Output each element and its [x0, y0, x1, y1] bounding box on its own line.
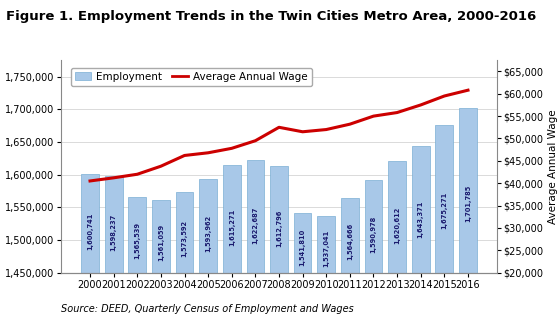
Legend: Employment, Average Annual Wage: Employment, Average Annual Wage — [71, 68, 312, 86]
Bar — [388, 161, 406, 317]
Bar — [412, 146, 430, 317]
Text: 1,593,962: 1,593,962 — [205, 215, 211, 252]
Text: Figure 1. Employment Trends in the Twin Cities Metro Area, 2000-2016: Figure 1. Employment Trends in the Twin … — [6, 10, 536, 23]
Text: 1,561,059: 1,561,059 — [158, 223, 164, 261]
Bar — [152, 200, 170, 317]
Text: 1,701,785: 1,701,785 — [465, 185, 471, 222]
Text: 1,541,810: 1,541,810 — [300, 229, 306, 266]
Text: 1,620,612: 1,620,612 — [394, 207, 400, 244]
Text: 1,622,687: 1,622,687 — [252, 207, 258, 244]
Bar — [318, 216, 335, 317]
Bar — [294, 213, 311, 317]
Bar — [270, 166, 288, 317]
Text: Source: DEED, Quarterly Census of Employment and Wages: Source: DEED, Quarterly Census of Employ… — [61, 304, 354, 314]
Bar — [459, 108, 477, 317]
Bar — [435, 126, 453, 317]
Bar — [364, 180, 382, 317]
Text: 1,537,041: 1,537,041 — [323, 230, 329, 267]
Y-axis label: Total Employment: Total Employment — [0, 120, 1, 213]
Bar — [223, 165, 240, 317]
Text: 1,612,796: 1,612,796 — [276, 209, 282, 247]
Text: 1,615,271: 1,615,271 — [229, 209, 235, 246]
Text: 1,573,592: 1,573,592 — [181, 220, 187, 257]
Text: 1,598,237: 1,598,237 — [110, 213, 117, 250]
Text: 1,600,741: 1,600,741 — [87, 213, 93, 250]
Y-axis label: Average Annual Wage: Average Annual Wage — [548, 109, 558, 224]
Text: 1,590,978: 1,590,978 — [371, 215, 377, 253]
Text: 1,643,371: 1,643,371 — [418, 201, 424, 238]
Bar — [176, 192, 194, 317]
Bar — [341, 198, 359, 317]
Bar — [247, 160, 264, 317]
Bar — [105, 176, 123, 317]
Bar — [81, 174, 99, 317]
Bar — [128, 197, 146, 317]
Bar — [199, 178, 217, 317]
Text: 1,675,271: 1,675,271 — [441, 192, 448, 230]
Text: 1,565,539: 1,565,539 — [134, 223, 140, 259]
Text: 1,564,666: 1,564,666 — [347, 223, 353, 260]
